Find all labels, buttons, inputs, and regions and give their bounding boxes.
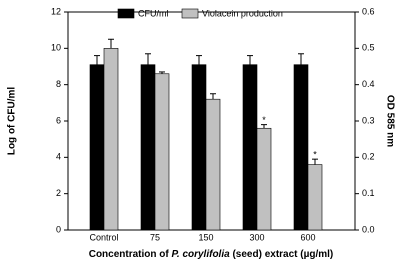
legend-swatch xyxy=(181,8,199,19)
y-tick-label: 6 xyxy=(56,115,61,125)
y2-tick-label: 0.0 xyxy=(362,224,375,234)
y-tick-label: 10 xyxy=(51,43,61,53)
significance-marker: * xyxy=(313,150,317,160)
bar xyxy=(89,64,105,231)
significance-marker: * xyxy=(262,115,266,125)
y-tick-label: 2 xyxy=(56,188,61,198)
y-tick-label: 4 xyxy=(56,152,61,162)
y-tick-label: 12 xyxy=(51,6,61,16)
bar xyxy=(154,73,170,231)
x-tick-label: 75 xyxy=(150,232,160,242)
y-tick-label: 8 xyxy=(56,79,61,89)
x-tick-label: 600 xyxy=(300,232,315,242)
x-tick-label: 300 xyxy=(249,232,264,242)
y2-tick-label: 0.2 xyxy=(362,152,375,162)
x-label-part: P. corylifolia xyxy=(172,249,231,260)
x-label-part: (seed) extract (µg/ml) xyxy=(230,249,334,260)
legend-swatch xyxy=(117,8,135,19)
y2-tick-label: 0.6 xyxy=(362,6,375,16)
bar xyxy=(293,64,309,231)
bar xyxy=(242,64,258,231)
bar xyxy=(103,48,119,231)
y-axis-label: Log of CFU/ml xyxy=(7,87,18,156)
bar xyxy=(205,98,221,231)
x-label-part: Concentration of xyxy=(89,249,172,260)
y2-tick-label: 0.3 xyxy=(362,115,375,125)
y2-tick-label: 0.4 xyxy=(362,79,375,89)
y-tick-label: 0 xyxy=(56,224,61,234)
x-tick-label: Control xyxy=(89,232,118,242)
x-tick-label: 150 xyxy=(198,232,213,242)
y2-axis-label: OD 585 nm xyxy=(384,95,395,147)
y2-tick-label: 0.5 xyxy=(362,43,375,53)
bar xyxy=(307,164,323,231)
bar xyxy=(191,64,207,231)
legend-label: Violacein production xyxy=(202,8,283,18)
bar xyxy=(140,64,156,231)
bar xyxy=(256,127,272,231)
x-axis-label: Concentration of P. corylifolia (seed) e… xyxy=(89,249,334,260)
legend-label: CFU/ml xyxy=(138,8,169,18)
y2-tick-label: 0.1 xyxy=(362,188,375,198)
